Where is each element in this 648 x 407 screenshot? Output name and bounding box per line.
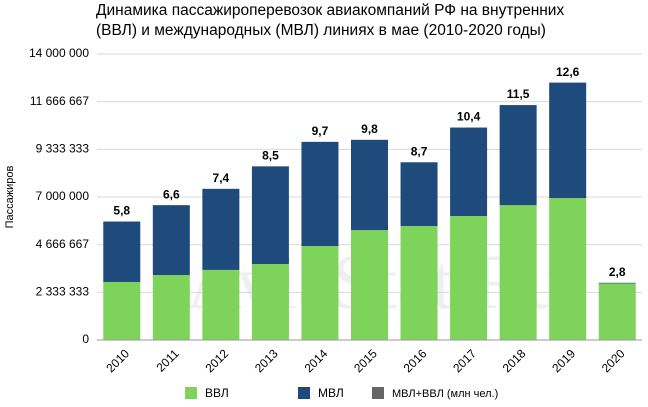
legend-label: МВЛ [318,386,344,400]
y-tick-label: 7 000 000 [36,189,90,203]
chart-title: (ВВЛ) и международных (МВЛ) линиях в мае… [96,22,546,39]
y-tick-label: 2 333 333 [36,285,90,299]
total-label: 11,5 [507,87,530,101]
y-axis-label: Пассажиров [4,165,16,228]
y-tick-label: 0 [82,332,89,346]
bar-segment [499,205,537,340]
x-tick-label: 2010 [103,346,132,375]
bar-segment [499,105,537,206]
y-tick-label: 11 666 667 [30,94,89,108]
total-label: 5,8 [113,204,130,218]
bar-segment [202,269,240,340]
bar-segment [351,230,388,340]
x-tick-label: 2016 [401,346,430,375]
y-tick-label: 9 333 333 [36,142,90,156]
x-tick-label: 2012 [202,346,231,375]
x-tick-label: 2020 [599,346,628,375]
x-tick-label: 2018 [500,346,529,375]
legend-swatch [185,387,197,399]
legend-swatch [372,387,384,399]
bar-segment [152,205,190,276]
x-tick-label: 2019 [549,346,578,375]
y-tick-label: 14 000 000 [29,46,89,60]
y-tick-label: 4 666 667 [36,237,90,251]
total-label: 9,7 [312,124,329,138]
x-tick-label: 2014 [302,346,331,375]
bar-segment [400,226,438,340]
legend-label: ВВЛ [205,386,229,400]
bar-segment [301,141,339,247]
total-label: 8,7 [411,144,428,158]
bar-segment [351,139,388,231]
bar-segment [598,283,636,340]
legend-swatch [298,387,310,399]
total-label: 8,5 [262,149,279,163]
bar-segment [202,188,240,270]
x-tick-label: 2015 [351,346,380,375]
bar-segment [103,281,141,340]
total-label: 9,8 [361,122,378,136]
x-tick-label: 2011 [154,346,182,374]
total-label: 12,6 [556,65,580,79]
total-label: 7,4 [213,171,230,185]
total-label: 2,8 [609,265,626,279]
total-label: 10,4 [457,110,481,124]
bar-segment [301,246,339,340]
bar-segment [598,282,636,284]
bar-segment [549,198,587,340]
bar-segment [152,275,190,340]
bar-segment [103,221,141,282]
x-tick-label: 2017 [450,346,479,375]
bar-segment [251,166,289,265]
legend-label: МВЛ+ВВЛ (млн чел.) [392,388,498,400]
bar-segment [450,127,488,216]
x-tick-label: 2013 [252,346,281,375]
bar-segment [251,264,289,340]
chart-title: Динамика пассажироперевозок авиакомпаний… [96,2,564,19]
bar-segment [400,162,438,227]
bar-segment [549,82,587,199]
total-label: 6,6 [163,187,180,201]
bar-segment [450,215,488,340]
